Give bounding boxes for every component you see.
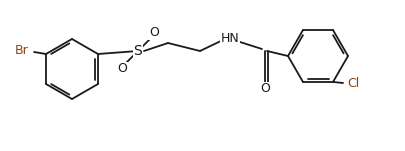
Text: S: S — [134, 44, 143, 58]
Text: O: O — [117, 63, 127, 76]
Text: Br: Br — [14, 45, 28, 58]
Text: Cl: Cl — [347, 77, 359, 90]
Text: O: O — [149, 26, 159, 40]
Text: O: O — [260, 82, 270, 95]
Text: HN: HN — [221, 32, 239, 45]
